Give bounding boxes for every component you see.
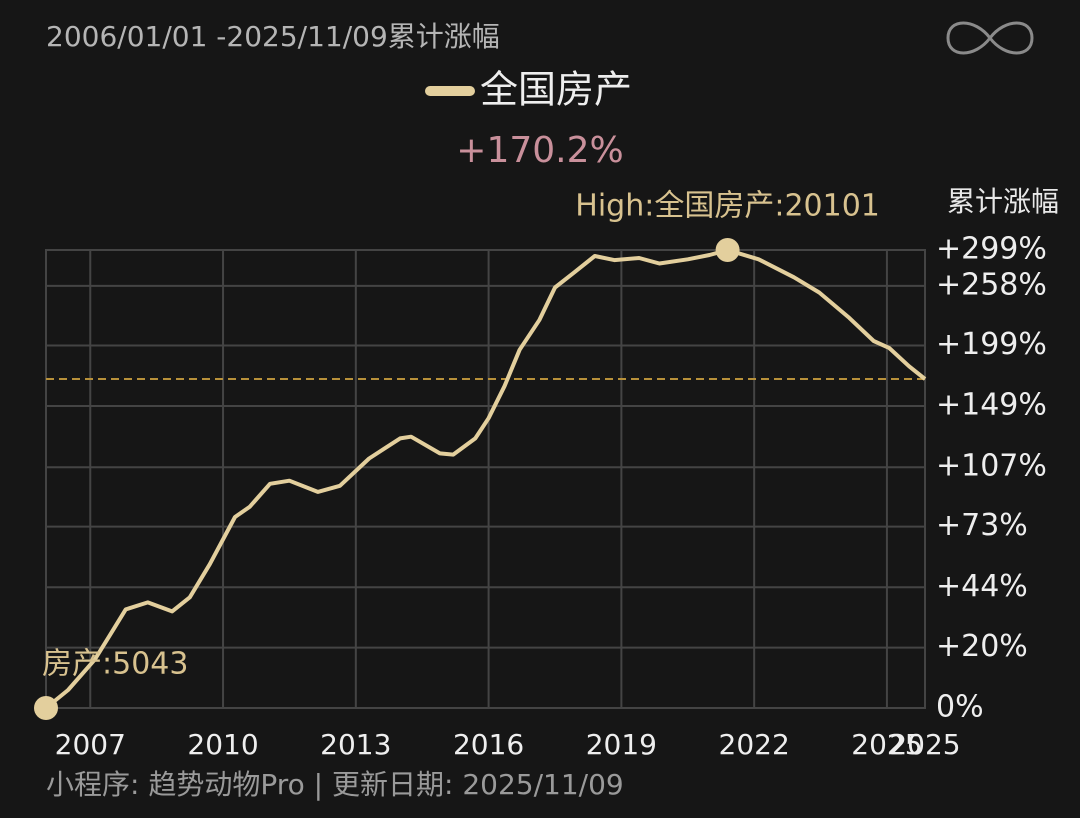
y-tick-label: +73%	[936, 508, 1028, 543]
x-tick-label: 2019	[586, 728, 657, 761]
annotation-label: High:全国房产:20101	[575, 189, 880, 224]
infinity-icon	[946, 21, 1034, 55]
x-tick-label: 2013	[320, 728, 391, 761]
legend-label: 全国房产	[480, 68, 632, 112]
y-tick-label: +44%	[936, 569, 1028, 604]
y-axis-title: 累计涨幅	[947, 185, 1059, 218]
y-tick-label: +199%	[936, 327, 1047, 362]
x-tick-label: 2025	[851, 728, 922, 761]
y-tick-label: +299%	[936, 232, 1047, 267]
x-tick-label: 2022	[719, 728, 790, 761]
series-line	[44, 248, 927, 710]
y-tick-label: +258%	[936, 267, 1047, 302]
x-tick-label: 2007	[55, 728, 126, 761]
y-tick-label: +107%	[936, 449, 1047, 484]
x-tick-label: 2016	[453, 728, 524, 761]
annotation-label: 房产:5043	[42, 647, 188, 682]
chart-title: 2006/01/01 -2025/11/09累计涨幅	[46, 20, 500, 53]
current-value-label: +170.2%	[456, 130, 623, 171]
footer: 小程序: 趋势动物Pro | 更新日期: 2025/11/09	[46, 768, 624, 801]
annotation-marker	[715, 238, 740, 262]
x-tick-label: 2010	[187, 728, 258, 761]
x-tick-label: 2025	[889, 728, 960, 761]
y-tick-label: +20%	[936, 629, 1028, 664]
logo	[946, 21, 1034, 55]
annotation-marker	[34, 696, 58, 720]
y-tick-label: +149%	[936, 388, 1047, 423]
y-tick-label: 0%	[936, 690, 984, 725]
legend-swatch	[425, 86, 475, 96]
